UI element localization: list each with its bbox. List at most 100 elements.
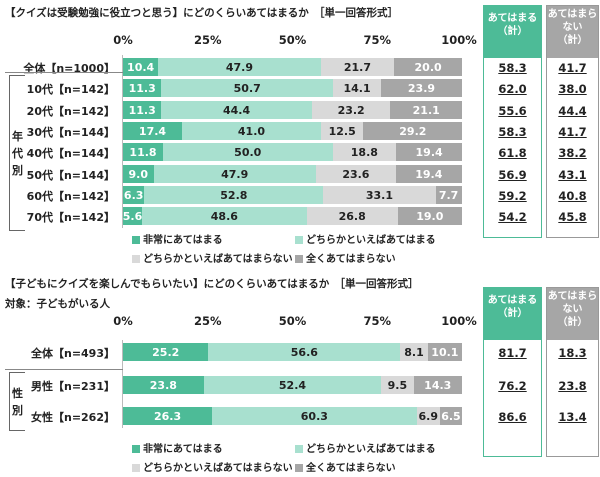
legend-swatch <box>132 255 140 263</box>
bar-segment-not-at-all: 7.7 <box>435 186 462 204</box>
total-no-value: 41.7 <box>558 61 587 75</box>
bar-segment-somewhat: 52.8 <box>144 186 324 204</box>
bar-segment-somewhat: 50.0 <box>163 143 333 161</box>
row-label: 30代【n=144】 <box>26 126 115 139</box>
bar-segment-not-at-all: 14.3 <box>413 376 462 394</box>
row-label: 女性【n=262】 <box>30 411 115 424</box>
bar-segment-very: 6.3 <box>123 186 145 204</box>
bar-segment-somewhat: 47.9 <box>153 165 316 183</box>
total-yes-header: あてはまる （計） <box>484 288 541 340</box>
x-tick-label: 100% <box>441 314 477 328</box>
bar-segment-somewhat-not: 6.9 <box>416 407 440 425</box>
total-yes-value: 55.6 <box>498 104 527 118</box>
legend-swatch <box>132 464 140 472</box>
row-label: 男性【n=231】 <box>30 380 115 393</box>
bar-segment-not-at-all: 10.1 <box>427 343 462 361</box>
bar-segment-not-at-all: 29.2 <box>363 122 463 140</box>
bar-segment-somewhat-not: 23.6 <box>315 165 396 183</box>
x-tick-label: 0% <box>113 33 133 47</box>
x-tick-label: 50% <box>278 314 307 328</box>
bar-segment-not-at-all: 19.4 <box>395 165 462 183</box>
legend-label: 非常にあてはまる <box>143 235 223 246</box>
total-no-header: あてはまら ない （計） <box>547 6 598 58</box>
group-label: 年代別 <box>12 129 23 177</box>
total-yes-value: 54.2 <box>498 210 527 224</box>
bar-segment-somewhat-not: 18.8 <box>332 143 397 161</box>
total-no-value: 43.1 <box>558 168 587 182</box>
bar-segment-very: 25.2 <box>123 343 209 361</box>
legend-label: どちらかといえばあてはまらない <box>143 254 293 265</box>
total-no-value: 38.2 <box>558 146 587 160</box>
total-no-value: 23.8 <box>558 379 587 393</box>
legend-item: 非常にあてはまる <box>132 231 223 246</box>
bar-segment-very: 17.4 <box>123 122 182 140</box>
x-tick-label: 75% <box>363 314 392 328</box>
bar-segment-somewhat-not: 23.2 <box>311 101 391 119</box>
total-yes-header: あてはまる （計） <box>484 6 541 58</box>
row-label: 10代【n=142】 <box>26 83 115 96</box>
bar-segment-very: 10.4 <box>123 58 159 76</box>
bar-segment-somewhat: 41.0 <box>181 122 321 140</box>
legend-label: どちらかといえばあてはまる <box>306 444 436 455</box>
total-no-value: 13.4 <box>558 410 587 424</box>
legend-swatch <box>295 445 303 453</box>
total-yes-value: 59.2 <box>498 189 527 203</box>
legend-item: どちらかといえばあてはまる <box>295 440 436 455</box>
row-label: 全体【n=493】 <box>30 347 115 360</box>
total-yes-value: 62.0 <box>498 82 527 96</box>
total-no-value: 38.0 <box>558 82 587 96</box>
legend-item: 全くあてはまらない <box>295 250 396 265</box>
legend-label: どちらかといえばあてはまらない <box>143 463 293 474</box>
x-tick-label: 75% <box>363 33 392 47</box>
bar-segment-somewhat: 48.6 <box>141 207 307 225</box>
total-no-value: 44.4 <box>558 104 587 118</box>
bar-segment-somewhat: 47.9 <box>158 58 321 76</box>
group-separator <box>5 72 123 73</box>
total-no-value: 45.8 <box>558 210 587 224</box>
total-yes-value: 58.3 <box>498 125 527 139</box>
total-yes-value: 56.9 <box>498 168 527 182</box>
bar-segment-somewhat: 50.7 <box>161 79 334 97</box>
bar-segment-very: 5.6 <box>123 207 142 225</box>
bar-segment-somewhat-not: 21.7 <box>320 58 395 76</box>
total-yes-value: 58.3 <box>498 61 527 75</box>
bar-segment-not-at-all: 20.0 <box>394 58 462 76</box>
bar-segment-somewhat: 52.4 <box>203 376 382 394</box>
bar-segment-very: 9.0 <box>123 165 154 183</box>
bar-segment-very: 23.8 <box>123 376 204 394</box>
group-label-box: 年代別 <box>9 75 25 231</box>
row-label: 全体【n=1000】 <box>23 62 115 75</box>
total-yes-column: あてはまる （計） 58.3 62.0 55.6 58.3 61.8 56.9 59.2 54.… <box>483 5 542 238</box>
row-label: 70代【n=142】 <box>26 211 115 224</box>
x-tick-label: 25% <box>193 33 222 47</box>
total-yes-value: 61.8 <box>498 146 527 160</box>
legend-item: 全くあてはまらない <box>295 459 396 474</box>
total-yes-column: あてはまる （計） 81.7 76.2 86.6 <box>483 287 542 457</box>
bar-segment-very: 11.8 <box>123 143 163 161</box>
legend-swatch <box>295 255 303 263</box>
group-label: 性別 <box>12 386 23 417</box>
bar-segment-somewhat-not: 9.5 <box>381 376 414 394</box>
legend-item: 非常にあてはまる <box>132 440 223 455</box>
legend-label: 全くあてはまらない <box>306 463 396 474</box>
legend-swatch <box>132 236 140 244</box>
row-label: 60代【n=142】 <box>26 190 115 203</box>
bar-segment-not-at-all: 19.0 <box>397 207 462 225</box>
bar-segment-not-at-all: 21.1 <box>390 101 462 119</box>
bar-segment-somewhat-not: 14.1 <box>333 79 381 97</box>
legend-label: どちらかといえばあてはまる <box>306 235 436 246</box>
row-label: 20代【n=142】 <box>26 105 115 118</box>
legend-label: 非常にあてはまる <box>143 444 223 455</box>
total-yes-value: 86.6 <box>498 410 527 424</box>
legend-swatch <box>295 236 303 244</box>
group-separator <box>5 369 123 370</box>
bar-segment-somewhat: 60.3 <box>212 407 417 425</box>
legend-item: どちらかといえばあてはまらない <box>132 250 293 265</box>
total-yes-value: 81.7 <box>498 346 527 360</box>
y-axis-line <box>122 340 123 428</box>
bar-segment-very: 26.3 <box>123 407 213 425</box>
legend-swatch <box>132 445 140 453</box>
x-tick-label: 100% <box>441 33 477 47</box>
total-no-column: あてはまら ない （計） 41.7 38.0 44.4 41.7 38.2 43.1 40.8… <box>546 5 599 238</box>
bar-segment-somewhat-not: 33.1 <box>323 186 436 204</box>
